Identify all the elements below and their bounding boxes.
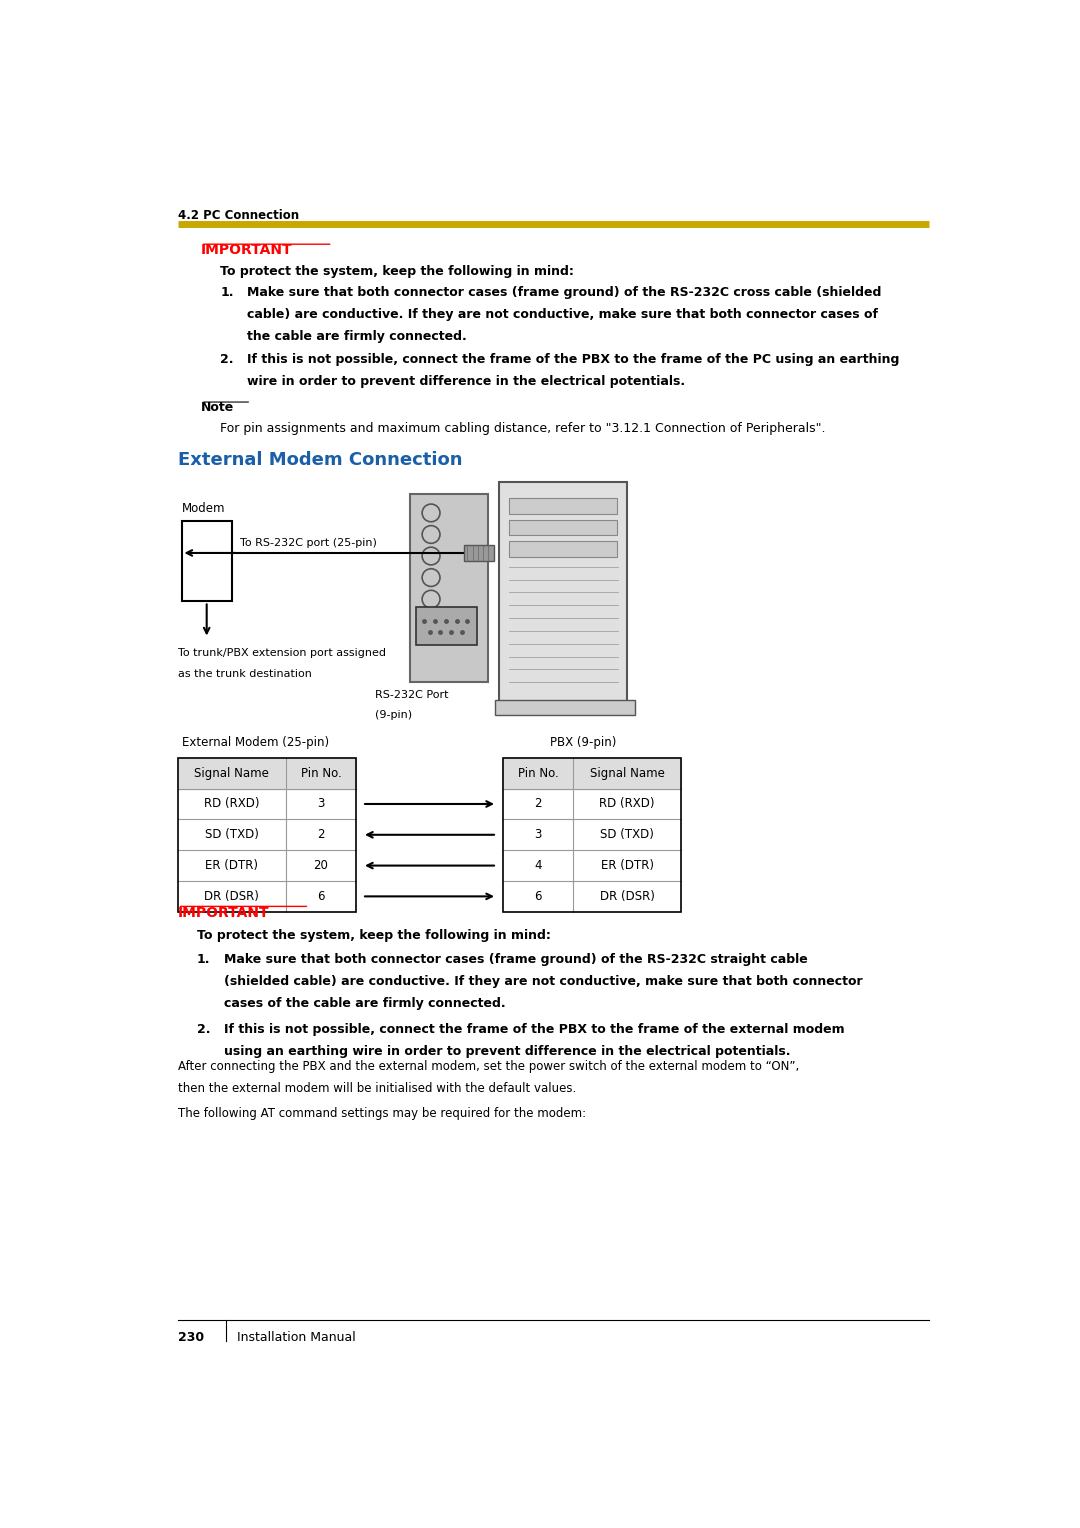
Text: ER (DTR): ER (DTR) [600, 859, 653, 872]
Text: Modem: Modem [181, 503, 225, 515]
Text: using an earthing wire in order to prevent difference in the electrical potentia: using an earthing wire in order to preve… [225, 1045, 791, 1057]
Text: To trunk/PBX extension port assigned: To trunk/PBX extension port assigned [177, 648, 386, 657]
Text: The following AT command settings may be required for the modem:: The following AT command settings may be… [177, 1108, 585, 1120]
Text: then the external modem will be initialised with the default values.: then the external modem will be initiali… [177, 1082, 576, 1094]
Bar [410, 494, 488, 683]
Text: RD (RXD): RD (RXD) [599, 798, 654, 810]
Text: Signal Name: Signal Name [590, 767, 664, 779]
Text: If this is not possible, connect the frame of the PBX to the frame of the PC usi: If this is not possible, connect the fra… [247, 353, 900, 365]
Bar [499, 483, 627, 701]
Bar [464, 545, 494, 561]
Text: 1.: 1. [197, 953, 211, 966]
Bar [181, 521, 232, 602]
Text: the cable are firmly connected.: the cable are firmly connected. [247, 330, 468, 342]
Text: For pin assignments and maximum cabling distance, refer to "3.12.1 Connection of: For pin assignments and maximum cabling … [220, 422, 826, 435]
Text: After connecting the PBX and the external modem, set the power switch of the ext: After connecting the PBX and the externa… [177, 1059, 799, 1073]
Text: Signal Name: Signal Name [194, 767, 269, 779]
Text: (shielded cable) are conductive. If they are not conductive, make sure that both: (shielded cable) are conductive. If they… [225, 975, 863, 989]
Bar [503, 758, 681, 912]
Bar [509, 498, 617, 513]
Bar [509, 520, 617, 535]
Text: 2.: 2. [220, 353, 233, 365]
Text: 1.: 1. [220, 286, 233, 299]
Text: IMPORTANT: IMPORTANT [177, 906, 269, 920]
Text: PBX (9-pin): PBX (9-pin) [550, 736, 616, 749]
Text: cable) are conductive. If they are not conductive, make sure that both connector: cable) are conductive. If they are not c… [247, 307, 878, 321]
Text: 2.: 2. [197, 1022, 211, 1036]
Text: 6: 6 [535, 889, 542, 903]
Text: RD (RXD): RD (RXD) [204, 798, 259, 810]
Text: as the trunk destination: as the trunk destination [177, 669, 311, 680]
Text: 6: 6 [318, 889, 325, 903]
Text: DR (DSR): DR (DSR) [599, 889, 654, 903]
Text: 2: 2 [318, 828, 325, 842]
Text: SD (TXD): SD (TXD) [600, 828, 654, 842]
Text: wire in order to prevent difference in the electrical potentials.: wire in order to prevent difference in t… [247, 374, 686, 388]
Bar [177, 758, 356, 912]
Text: 4.2 PC Connection: 4.2 PC Connection [177, 209, 299, 222]
Text: 230: 230 [177, 1331, 204, 1343]
Bar [416, 607, 476, 645]
Text: SD (TXD): SD (TXD) [205, 828, 259, 842]
Text: cases of the cable are firmly connected.: cases of the cable are firmly connected. [225, 998, 505, 1010]
Text: 20: 20 [313, 859, 328, 872]
Text: To protect the system, keep the following in mind:: To protect the system, keep the followin… [220, 264, 575, 278]
Bar [509, 541, 617, 556]
Text: External Modem Connection: External Modem Connection [177, 451, 462, 469]
Text: To protect the system, keep the following in mind:: To protect the system, keep the followin… [197, 929, 551, 941]
Text: External Modem (25-pin): External Modem (25-pin) [181, 736, 328, 749]
Text: 2: 2 [535, 798, 542, 810]
Text: To RS-232C port (25-pin): To RS-232C port (25-pin) [240, 538, 377, 549]
Text: Pin No.: Pin No. [517, 767, 558, 779]
Text: 4: 4 [535, 859, 542, 872]
Text: Note: Note [201, 402, 234, 414]
Text: IMPORTANT: IMPORTANT [201, 243, 293, 257]
Text: DR (DSR): DR (DSR) [204, 889, 259, 903]
Text: Make sure that both connector cases (frame ground) of the RS-232C cross cable (s: Make sure that both connector cases (fra… [247, 286, 881, 299]
Text: (9-pin): (9-pin) [375, 711, 413, 720]
Text: Make sure that both connector cases (frame ground) of the RS-232C straight cable: Make sure that both connector cases (fra… [225, 953, 808, 966]
Text: RS-232C Port: RS-232C Port [375, 691, 449, 700]
Text: 3: 3 [318, 798, 325, 810]
Text: ER (DTR): ER (DTR) [205, 859, 258, 872]
Text: If this is not possible, connect the frame of the PBX to the frame of the extern: If this is not possible, connect the fra… [225, 1022, 845, 1036]
Text: Installation Manual: Installation Manual [238, 1331, 356, 1343]
Text: Pin No.: Pin No. [300, 767, 341, 779]
Bar [496, 700, 635, 715]
Text: 3: 3 [535, 828, 542, 842]
